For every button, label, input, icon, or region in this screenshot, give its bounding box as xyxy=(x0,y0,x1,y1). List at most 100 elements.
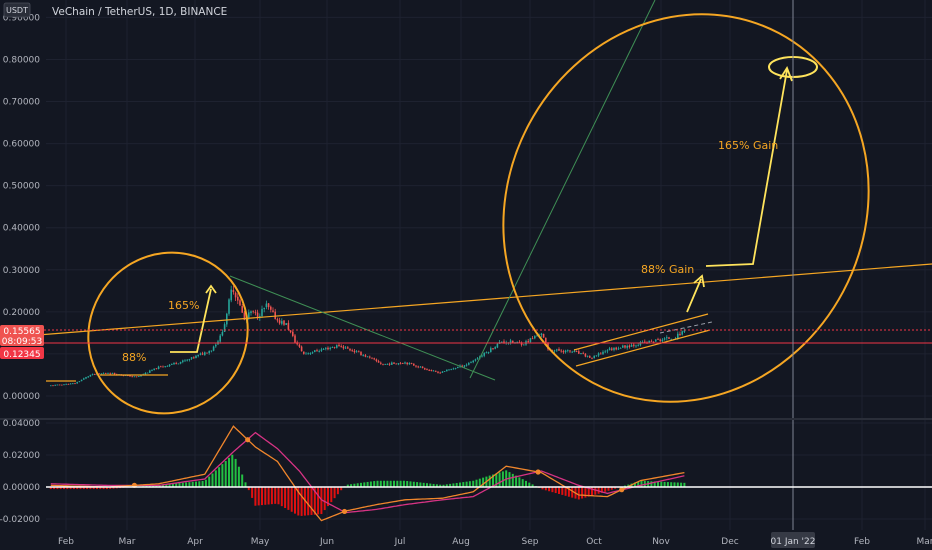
candle-body[interactable] xyxy=(624,345,626,348)
candle-body[interactable] xyxy=(628,345,631,348)
candle-body[interactable] xyxy=(298,344,301,347)
candle-body[interactable] xyxy=(421,366,424,369)
candle-body[interactable] xyxy=(272,310,274,312)
candle-body[interactable] xyxy=(193,357,195,359)
candle-body[interactable] xyxy=(309,353,312,354)
candle-body[interactable] xyxy=(364,355,367,357)
candle-body[interactable] xyxy=(184,360,186,362)
candle-body[interactable] xyxy=(611,348,613,350)
currency-badge[interactable] xyxy=(3,2,31,18)
candle-body[interactable] xyxy=(50,385,52,387)
candle-body[interactable] xyxy=(342,346,345,349)
candle-body[interactable] xyxy=(157,366,160,369)
candle-body[interactable] xyxy=(622,345,624,348)
candle-body[interactable] xyxy=(573,350,576,353)
candle-body[interactable] xyxy=(274,311,276,319)
candle-body[interactable] xyxy=(424,368,426,370)
candle-body[interactable] xyxy=(210,350,213,352)
candle-body[interactable] xyxy=(674,338,677,339)
candle-body[interactable] xyxy=(580,353,582,355)
candle-body[interactable] xyxy=(408,362,411,365)
candle-body[interactable] xyxy=(179,361,182,364)
candle-body[interactable] xyxy=(413,363,415,366)
candle-body[interactable] xyxy=(531,338,534,340)
macd-signal-line[interactable] xyxy=(50,431,685,514)
candle-body[interactable] xyxy=(72,383,74,385)
candle-body[interactable] xyxy=(655,339,657,342)
candle-body[interactable] xyxy=(386,363,389,365)
candle-body[interactable] xyxy=(503,341,505,343)
macd-axis[interactable]: 0.04000 0.02000 0.00000 -0.02000 xyxy=(0,419,40,525)
candle-body[interactable] xyxy=(338,344,340,347)
candle-body[interactable] xyxy=(289,330,292,333)
candle-body[interactable] xyxy=(683,330,686,332)
candle-body[interactable] xyxy=(80,379,83,382)
left-gain-arrow[interactable] xyxy=(170,288,212,353)
candle-body[interactable] xyxy=(54,384,56,386)
candle-body[interactable] xyxy=(448,369,450,371)
candle-body[interactable] xyxy=(402,363,404,365)
candle-body[interactable] xyxy=(474,359,477,361)
candle-body[interactable] xyxy=(606,350,609,352)
macd-line[interactable] xyxy=(50,425,685,522)
candle-body[interactable] xyxy=(138,376,140,377)
candle-body[interactable] xyxy=(74,383,76,385)
candle-body[interactable] xyxy=(87,376,89,378)
candle-body[interactable] xyxy=(322,349,325,350)
candle-body[interactable] xyxy=(287,322,290,330)
candle-body[interactable] xyxy=(267,303,270,308)
candle-body[interactable] xyxy=(219,335,221,342)
candle-body[interactable] xyxy=(347,347,349,349)
time-axis[interactable]: Feb Mar Apr May Jun Jul Aug Sep Oct Nov Dec Feb Mar xyxy=(58,537,932,547)
candle-body[interactable] xyxy=(492,348,494,350)
candle-body[interactable] xyxy=(278,320,281,324)
candle-body[interactable] xyxy=(369,356,371,358)
candle-body[interactable] xyxy=(232,290,235,293)
candle-body[interactable] xyxy=(237,296,239,301)
candle-body[interactable] xyxy=(366,356,369,358)
candle-body[interactable] xyxy=(481,355,483,357)
candle-body[interactable] xyxy=(107,373,109,374)
candle-body[interactable] xyxy=(331,347,334,348)
candle-body[interactable] xyxy=(520,342,523,345)
candle-body[interactable] xyxy=(567,350,569,352)
candle-body[interactable] xyxy=(652,341,655,343)
candle-body[interactable] xyxy=(441,371,444,373)
candle-body[interactable] xyxy=(166,365,169,367)
candle-body[interactable] xyxy=(435,370,437,372)
candle-body[interactable] xyxy=(463,365,466,367)
candle-body[interactable] xyxy=(270,306,272,310)
candle-body[interactable] xyxy=(633,344,635,346)
candle-body[interactable] xyxy=(650,341,653,342)
candle-body[interactable] xyxy=(527,341,529,343)
candle-body[interactable] xyxy=(113,372,116,375)
candle-body[interactable] xyxy=(265,303,268,308)
candle-body[interactable] xyxy=(206,352,208,354)
candle-body[interactable] xyxy=(419,366,422,368)
candle-body[interactable] xyxy=(186,359,188,361)
candle-body[interactable] xyxy=(215,344,217,347)
candle-body[interactable] xyxy=(384,364,386,365)
candle-body[interactable] xyxy=(98,373,100,375)
candle-body[interactable] xyxy=(250,311,252,314)
candle-body[interactable] xyxy=(388,363,391,365)
candle-body[interactable] xyxy=(204,352,206,355)
candle-body[interactable] xyxy=(371,357,373,359)
long-resistance-line[interactable] xyxy=(0,263,932,339)
candle-body[interactable] xyxy=(437,371,439,373)
candle-body[interactable] xyxy=(325,348,327,349)
right-gain-arrow[interactable] xyxy=(705,69,788,267)
candle-body[interactable] xyxy=(564,350,567,353)
candle-body[interactable] xyxy=(454,368,457,369)
candle-body[interactable] xyxy=(69,383,72,385)
candle-body[interactable] xyxy=(228,299,230,314)
candle-body[interactable] xyxy=(329,347,331,349)
candle-body[interactable] xyxy=(318,351,320,352)
candle-body[interactable] xyxy=(248,312,250,318)
candle-body[interactable] xyxy=(417,366,419,368)
candle-body[interactable] xyxy=(344,347,347,349)
candle-body[interactable] xyxy=(61,384,63,386)
candle-body[interactable] xyxy=(534,336,536,339)
candle-body[interactable] xyxy=(626,345,628,348)
